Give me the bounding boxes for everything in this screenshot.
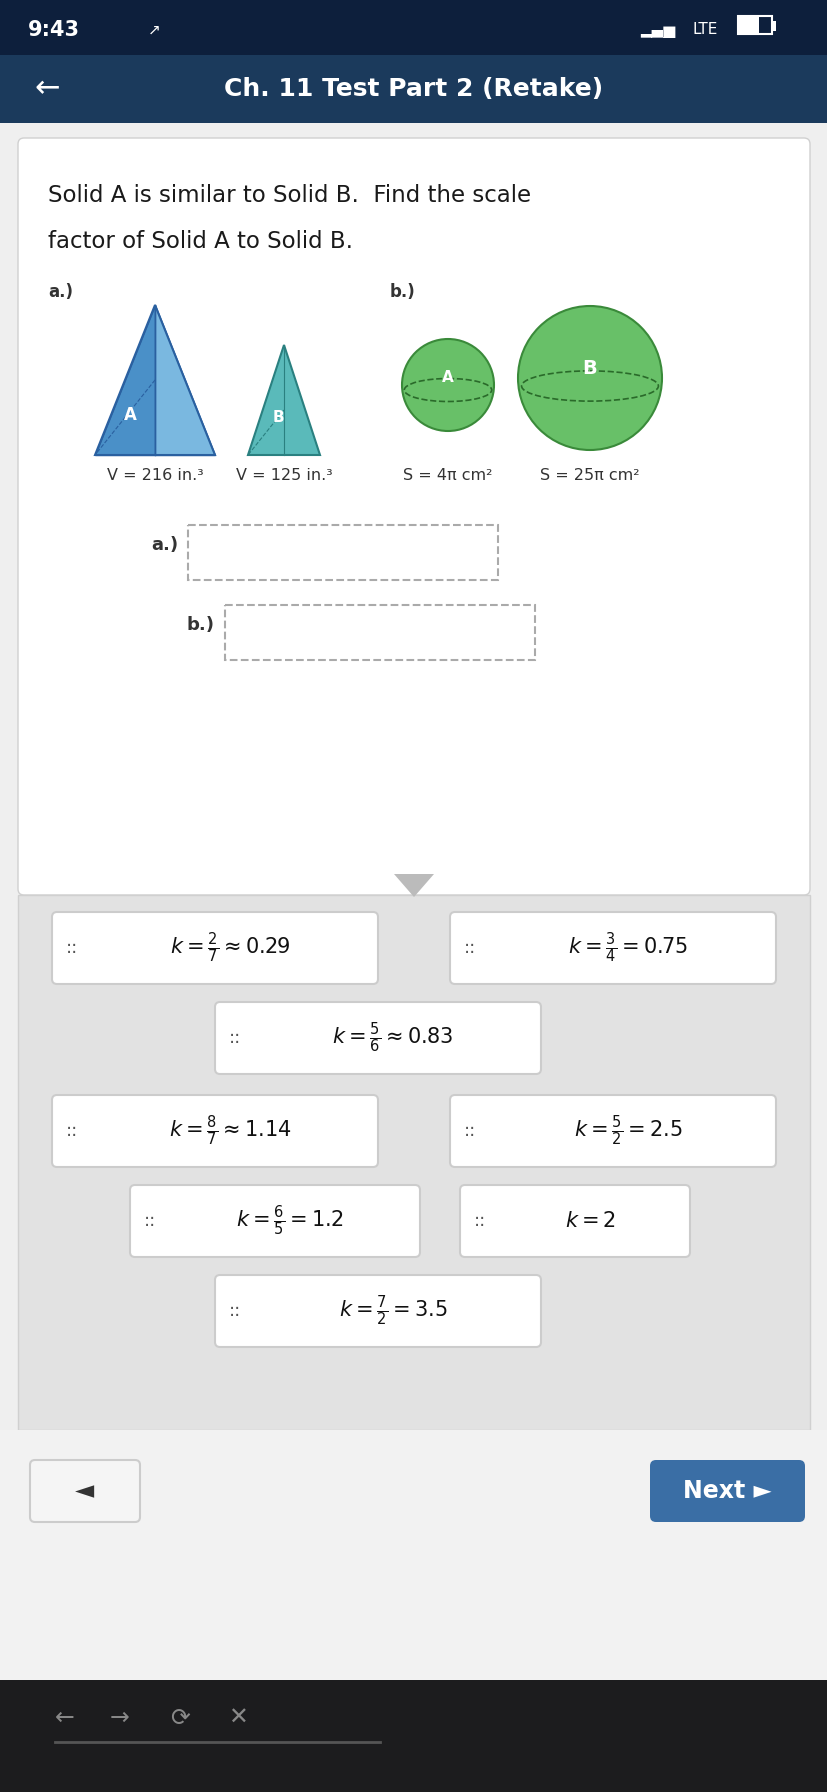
FancyBboxPatch shape [460,1185,689,1256]
Text: ←: ← [55,1706,74,1729]
Text: $\mathit{k} = \frac{2}{7} \approx 0.29$: $\mathit{k} = \frac{2}{7} \approx 0.29$ [170,930,290,966]
Circle shape [518,306,662,450]
Text: b.): b.) [187,616,215,634]
Text: ::: :: [144,1211,156,1229]
FancyBboxPatch shape [52,1095,378,1167]
Bar [0,1679,827,1792]
Text: ::: :: [463,939,476,957]
Text: Solid A is similar to Solid B.  Find the scale: Solid A is similar to Solid B. Find the … [48,183,530,206]
Text: a.): a.) [151,536,178,554]
Text: →: → [110,1706,130,1729]
Text: LTE: LTE [692,23,718,38]
FancyBboxPatch shape [649,1460,804,1521]
Text: ::: :: [66,1122,78,1140]
Bar [737,16,771,34]
FancyBboxPatch shape [130,1185,419,1256]
FancyBboxPatch shape [215,1274,540,1348]
FancyBboxPatch shape [449,1095,775,1167]
Text: B: B [582,358,596,378]
Polygon shape [155,305,215,455]
Bar [0,0,827,56]
Bar [188,525,497,581]
Text: a.): a.) [48,283,73,301]
Text: V = 125 in.³: V = 125 in.³ [236,468,332,482]
Text: $\mathit{k} = \frac{8}{7} \approx 1.14$: $\mathit{k} = \frac{8}{7} \approx 1.14$ [169,1115,291,1149]
Text: V = 216 in.³: V = 216 in.³ [107,468,203,482]
Text: ::: :: [66,939,78,957]
Text: factor of Solid A to Solid B.: factor of Solid A to Solid B. [48,231,352,253]
Text: ::: :: [228,1303,241,1321]
Text: $\mathit{k} = \frac{6}{5} = 1.2$: $\mathit{k} = \frac{6}{5} = 1.2$ [237,1204,343,1238]
Text: ↗: ↗ [148,23,160,38]
FancyBboxPatch shape [30,1460,140,1521]
Text: ::: :: [228,1029,241,1047]
Text: ◄: ◄ [75,1478,94,1503]
Text: ←: ← [35,75,60,104]
Text: B: B [272,410,284,425]
Text: $\mathit{k} = \frac{3}{4} = 0.75$: $\mathit{k} = \frac{3}{4} = 0.75$ [567,930,687,966]
Text: ::: :: [463,1122,476,1140]
Bar [0,56,827,124]
Polygon shape [248,346,319,455]
Text: ⟳: ⟳ [170,1706,189,1729]
FancyBboxPatch shape [18,138,809,894]
Text: ▂▄▆: ▂▄▆ [639,23,675,38]
Text: b.): b.) [390,283,415,301]
Text: $\mathit{k} = \frac{7}{2} = 3.5$: $\mathit{k} = \frac{7}{2} = 3.5$ [338,1294,447,1328]
Text: A: A [442,369,453,385]
Bar [0,1430,827,1710]
Text: $\mathit{k} = \frac{5}{6} \approx 0.83$: $\mathit{k} = \frac{5}{6} \approx 0.83$ [332,1021,453,1055]
Bar [771,22,775,30]
Text: S = 4π cm²: S = 4π cm² [403,468,492,482]
Text: A: A [123,407,136,425]
Text: ::: :: [473,1211,485,1229]
Polygon shape [95,305,155,455]
FancyBboxPatch shape [215,1002,540,1073]
Bar [225,606,534,659]
FancyBboxPatch shape [52,912,378,984]
Text: $\mathit{k} = \frac{5}{2} = 2.5$: $\mathit{k} = \frac{5}{2} = 2.5$ [573,1115,681,1149]
Text: Next ►: Next ► [682,1478,771,1503]
Circle shape [402,339,494,432]
Bar [18,894,809,1430]
Text: Ch. 11 Test Part 2 (Retake): Ch. 11 Test Part 2 (Retake) [224,77,603,100]
Text: S = 25π cm²: S = 25π cm² [539,468,639,482]
FancyBboxPatch shape [449,912,775,984]
Text: ✕: ✕ [227,1706,247,1729]
Bar [739,16,758,32]
Text: 9:43: 9:43 [28,20,80,39]
Text: $\mathit{k} = 2$: $\mathit{k} = 2$ [564,1211,614,1231]
Polygon shape [394,874,433,898]
